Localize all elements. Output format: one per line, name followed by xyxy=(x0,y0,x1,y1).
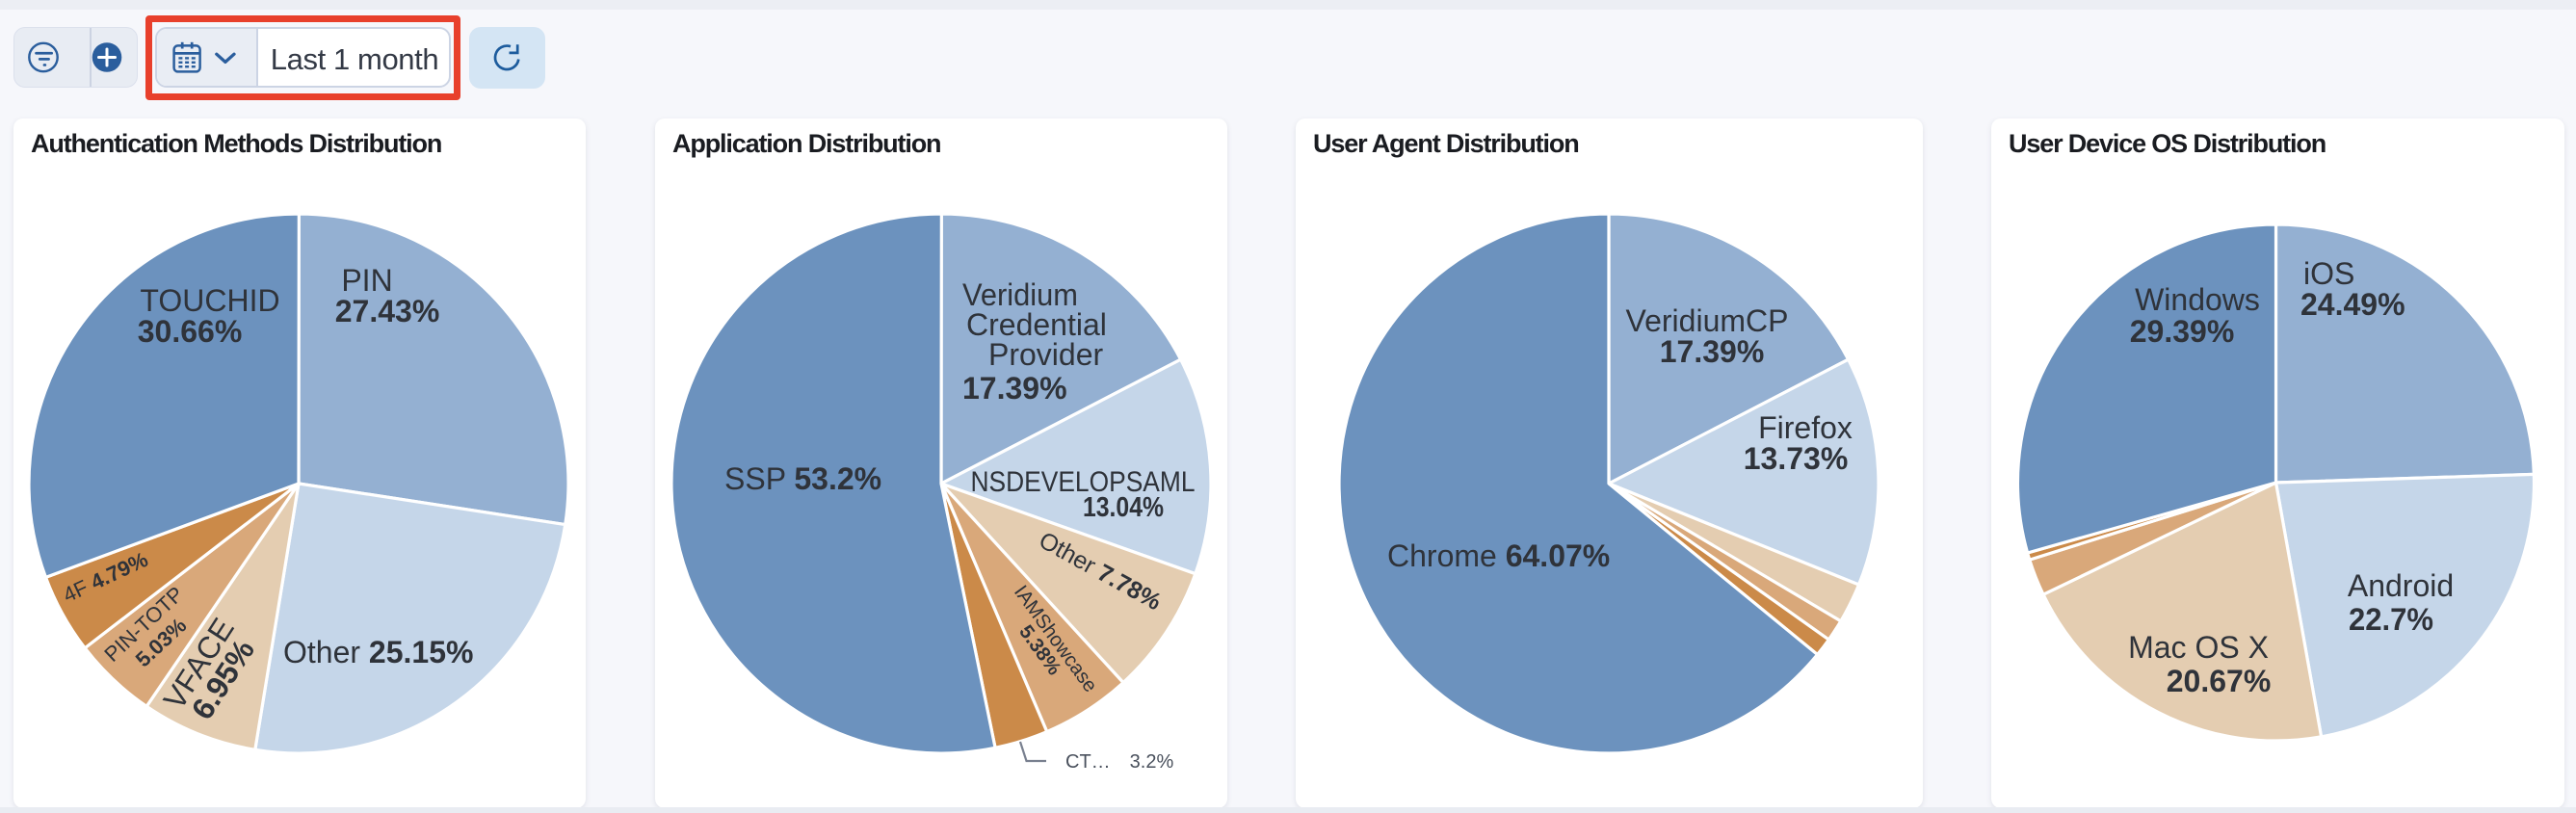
svg-text:VeridiumCP: VeridiumCP xyxy=(1626,303,1789,338)
svg-text:SSP 53.2%: SSP 53.2% xyxy=(724,461,881,496)
svg-text:CT…3.2%: CT… 3.2% xyxy=(1065,751,1173,773)
svg-text:17.39%: 17.39% xyxy=(1660,334,1765,369)
svg-text:PIN: PIN xyxy=(341,263,392,298)
svg-text:24.49%: 24.49% xyxy=(2300,287,2405,322)
svg-text:13.04%: 13.04% xyxy=(1083,492,1164,523)
svg-text:TOUCHID: TOUCHID xyxy=(140,283,279,318)
svg-text:Windows: Windows xyxy=(2135,282,2260,317)
svg-text:30.66%: 30.66% xyxy=(138,314,243,349)
svg-text:27.43%: 27.43% xyxy=(335,294,440,328)
svg-text:13.73%: 13.73% xyxy=(1744,441,1849,476)
svg-text:Android: Android xyxy=(2348,568,2454,603)
svg-text:Mac OS X: Mac OS X xyxy=(2128,630,2269,665)
svg-text:iOS: iOS xyxy=(2303,256,2354,291)
svg-text:Chrome 64.07%: Chrome 64.07% xyxy=(1387,538,1610,573)
svg-text:Credential: Credential xyxy=(966,307,1107,342)
svg-text:20.67%: 20.67% xyxy=(2167,664,2272,698)
svg-text:Provider: Provider xyxy=(988,337,1104,372)
svg-text:Other 25.15%: Other 25.15% xyxy=(283,635,473,669)
svg-text:Firefox: Firefox xyxy=(1758,410,1853,445)
svg-text:Veridium: Veridium xyxy=(962,277,1078,312)
svg-text:22.7%: 22.7% xyxy=(2349,602,2433,637)
svg-text:17.39%: 17.39% xyxy=(962,371,1067,406)
svg-text:NSDEVELOPSAML: NSDEVELOPSAML xyxy=(971,466,1196,498)
svg-text:29.39%: 29.39% xyxy=(2130,314,2235,349)
